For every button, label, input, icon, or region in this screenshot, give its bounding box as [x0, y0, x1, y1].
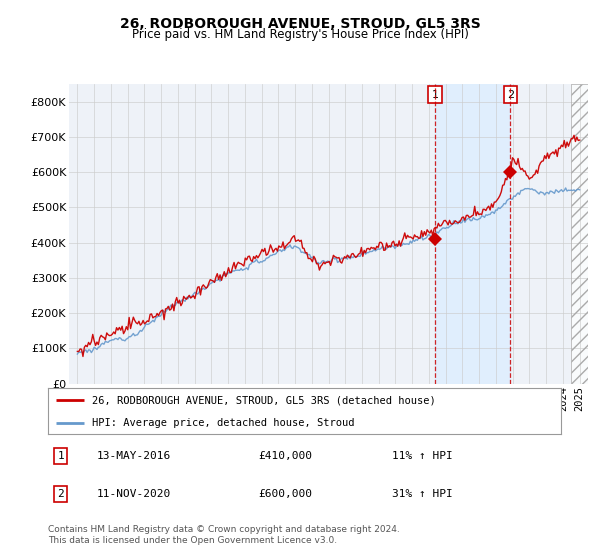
Text: 11-NOV-2020: 11-NOV-2020: [97, 489, 171, 499]
Text: Price paid vs. HM Land Registry's House Price Index (HPI): Price paid vs. HM Land Registry's House …: [131, 28, 469, 41]
Text: HPI: Average price, detached house, Stroud: HPI: Average price, detached house, Stro…: [92, 418, 354, 427]
Text: 26, RODBOROUGH AVENUE, STROUD, GL5 3RS (detached house): 26, RODBOROUGH AVENUE, STROUD, GL5 3RS (…: [92, 395, 436, 405]
Text: 1: 1: [58, 451, 64, 461]
Text: 2: 2: [507, 90, 514, 100]
Text: 26, RODBOROUGH AVENUE, STROUD, GL5 3RS: 26, RODBOROUGH AVENUE, STROUD, GL5 3RS: [119, 17, 481, 31]
Text: £410,000: £410,000: [259, 451, 313, 461]
Text: 11% ↑ HPI: 11% ↑ HPI: [392, 451, 452, 461]
Text: 31% ↑ HPI: 31% ↑ HPI: [392, 489, 452, 499]
Text: 2: 2: [58, 489, 64, 499]
Text: 13-MAY-2016: 13-MAY-2016: [97, 451, 171, 461]
Text: £600,000: £600,000: [259, 489, 313, 499]
Bar: [571, 84, 588, 384]
Text: 1: 1: [431, 90, 439, 100]
Text: Contains HM Land Registry data © Crown copyright and database right 2024.
This d: Contains HM Land Registry data © Crown c…: [48, 525, 400, 545]
Bar: [435, 84, 511, 384]
